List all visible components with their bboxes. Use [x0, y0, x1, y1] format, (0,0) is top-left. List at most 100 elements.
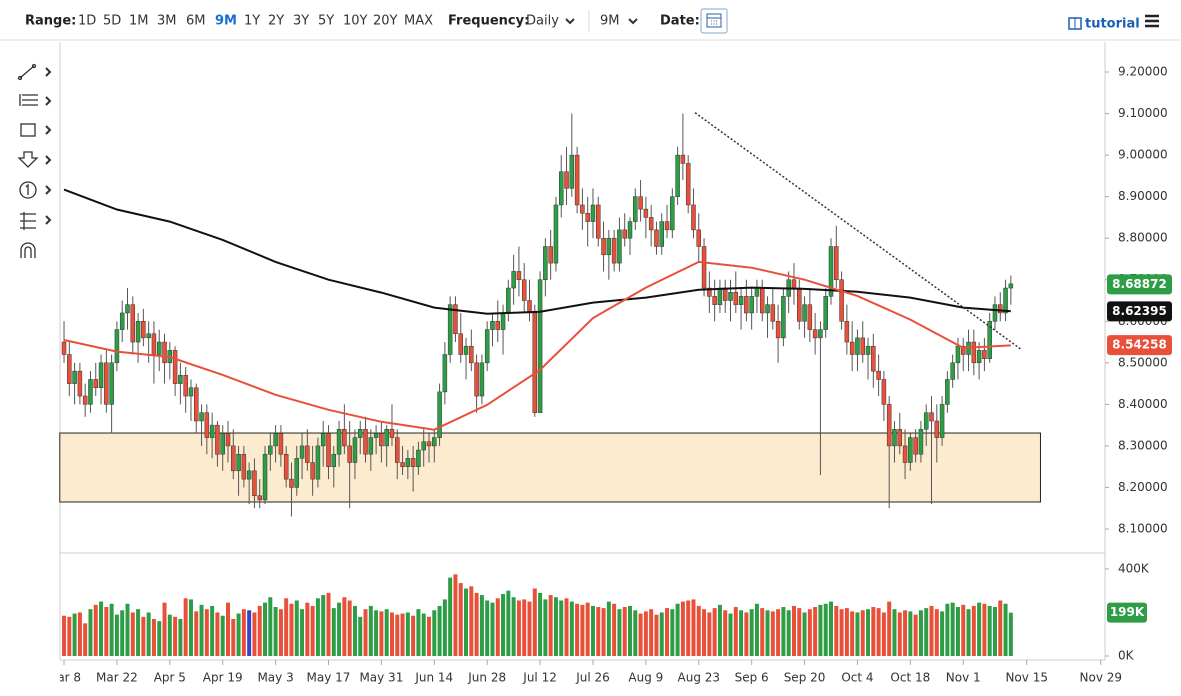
volume-bar	[426, 616, 431, 656]
tool-counter[interactable]	[19, 181, 52, 199]
volume-bar	[659, 612, 664, 656]
candle-body	[987, 321, 992, 359]
range-button[interactable]: 3M	[157, 14, 177, 29]
candle-body	[818, 329, 823, 339]
y-tick-label: 8.40000	[1118, 397, 1168, 411]
tool-fib[interactable]	[19, 94, 52, 106]
candle-body	[532, 312, 538, 413]
tutorial-icon[interactable]	[1068, 17, 1082, 30]
candle-body	[432, 437, 437, 447]
candle-body	[278, 433, 284, 455]
volume-bar	[723, 610, 728, 656]
candle-body	[231, 445, 236, 472]
volume-bar	[553, 597, 558, 656]
candle-body	[209, 424, 215, 438]
volume-bar	[881, 612, 886, 656]
range-button[interactable]: MAX	[404, 14, 433, 29]
volume-bar	[744, 612, 749, 656]
volume-bar	[199, 604, 204, 656]
range-button[interactable]: 9M	[215, 14, 237, 29]
candle-body	[342, 429, 347, 447]
range-button[interactable]: 1D	[78, 14, 96, 29]
candle-body	[670, 196, 675, 231]
volume-bar	[781, 607, 786, 656]
volume-bar	[601, 608, 606, 656]
volume-bar	[675, 603, 680, 656]
volume-bar	[839, 609, 844, 656]
volume-bar	[818, 604, 823, 656]
range-button[interactable]: 3Y	[293, 14, 309, 29]
candle-body	[373, 433, 379, 438]
date-label: Date:	[660, 14, 700, 29]
plot-area: 8.100008.200008.300008.400008.500008.600…	[59, 65, 1172, 685]
range-button[interactable]: 6M	[186, 14, 206, 29]
candle-body	[188, 387, 194, 397]
period-select[interactable]: 9M	[600, 14, 620, 29]
volume-bar	[247, 610, 252, 656]
chevron[interactable]	[628, 18, 638, 25]
volume-tag	[1107, 602, 1147, 623]
candle-body	[744, 296, 749, 314]
x-tick-label: Sep 6	[735, 671, 769, 685]
volume-bar	[125, 603, 130, 656]
volume-bar	[829, 601, 834, 656]
calendar-button[interactable]	[700, 8, 728, 34]
candle-body	[860, 337, 865, 355]
volume-bar	[813, 607, 818, 656]
tool-arrow[interactable]	[17, 151, 52, 168]
volume-bar	[130, 612, 135, 656]
volume-bar	[754, 603, 759, 656]
range-button[interactable]: 2Y	[268, 14, 284, 29]
candle-body	[146, 333, 151, 339]
tool-rect[interactable]	[20, 123, 52, 137]
volume-bar	[892, 609, 897, 656]
volume-bar	[733, 607, 738, 656]
chevron[interactable]	[565, 18, 575, 25]
candle-body	[680, 154, 686, 164]
menu-button[interactable]	[1145, 14, 1159, 28]
volume-bar	[950, 602, 955, 656]
volume-bar	[72, 613, 77, 656]
candle-body	[389, 429, 395, 438]
range-button[interactable]: 5D	[103, 14, 121, 29]
volume-bar	[823, 603, 828, 656]
range-button[interactable]: 10Y	[343, 14, 368, 29]
y-tick-label: 9.20000	[1118, 65, 1168, 79]
candle-body	[791, 279, 797, 289]
x-tick-label: Jul 12	[522, 671, 557, 685]
candle-body	[500, 312, 506, 330]
volume-bar	[945, 603, 950, 656]
volume-bar	[173, 616, 178, 656]
volume-bar	[501, 593, 506, 656]
volume-bar	[374, 610, 379, 656]
tutorial-link[interactable]: tutorial	[1085, 17, 1140, 32]
candle-body	[712, 296, 717, 305]
volume-bar	[442, 599, 447, 656]
volume-bar	[786, 610, 791, 656]
volume-bar	[157, 621, 162, 656]
candle-body	[199, 412, 204, 422]
tool-pitchfork[interactable]	[20, 212, 52, 230]
candle-body	[458, 333, 463, 355]
candle-body	[162, 341, 167, 364]
candle-body	[765, 304, 770, 314]
range-button[interactable]: 5Y	[318, 14, 334, 29]
range-button[interactable]: 1M	[129, 14, 149, 29]
frequency-select[interactable]: Daily	[526, 14, 559, 29]
x-tick-label: May 3	[257, 671, 293, 685]
volume-bar	[479, 595, 484, 656]
tool-line[interactable]	[17, 63, 52, 81]
frame	[59, 42, 1106, 661]
range-button[interactable]: 20Y	[373, 14, 398, 29]
volume-bar	[633, 610, 638, 656]
volume-bar	[834, 605, 839, 656]
range-button[interactable]: 1Y	[244, 14, 260, 29]
volume-bar	[358, 616, 363, 656]
volume-bar	[490, 602, 495, 656]
x-tick-label: Jun 14	[414, 671, 453, 685]
candle-body	[484, 329, 490, 364]
tool-magnet[interactable]	[20, 242, 36, 258]
volume-bar	[104, 607, 109, 656]
candle-body	[543, 246, 548, 280]
price-tag-label: 8.54258	[1112, 338, 1167, 352]
